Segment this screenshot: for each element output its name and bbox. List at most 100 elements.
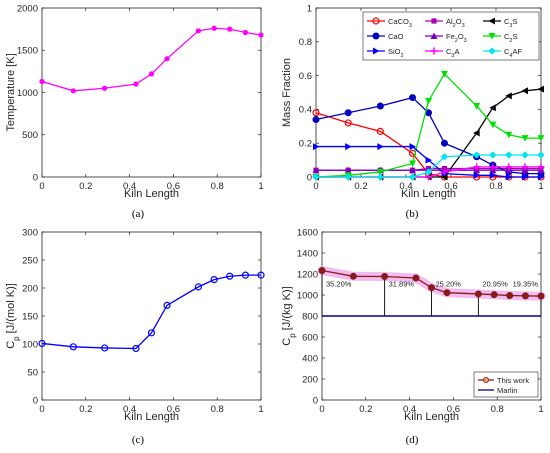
x-tick-label: 0.2 xyxy=(359,404,372,415)
data-point xyxy=(538,173,545,181)
legend-item: This work xyxy=(478,376,529,385)
legend-label-main: CaO xyxy=(388,32,404,41)
data-point xyxy=(312,116,320,124)
data-point xyxy=(489,163,497,171)
x-tick-label: 0.4 xyxy=(399,181,412,192)
y-tick-label: 600 xyxy=(302,332,318,343)
legend-label: Fe2O3 xyxy=(446,32,467,44)
legend-label: SiO2 xyxy=(388,47,404,59)
data-point xyxy=(489,121,497,129)
data-point xyxy=(312,166,320,174)
data-point xyxy=(227,26,233,32)
data-point xyxy=(505,163,513,171)
data-point xyxy=(376,173,384,181)
x-tick-label: 0 xyxy=(39,181,44,192)
x-tick-label: 0.6 xyxy=(444,181,457,192)
legend-label-sub: 4 xyxy=(509,53,512,59)
data-point xyxy=(313,143,320,151)
series-line xyxy=(41,274,261,350)
y-tick-label: 300 xyxy=(22,227,38,238)
data-point xyxy=(376,102,384,110)
x-tick-label: 0.8 xyxy=(211,404,224,415)
data-point xyxy=(440,168,448,176)
series-0 xyxy=(38,271,265,353)
legend-label-main: SiO xyxy=(388,47,401,56)
data-point xyxy=(537,163,545,171)
plot-area xyxy=(41,231,262,401)
legend-item: C2S xyxy=(483,32,518,44)
legend-item: Fe2O3 xyxy=(425,32,467,44)
data-point xyxy=(409,143,417,151)
legend-label-sub: 3 xyxy=(409,23,412,29)
data-point xyxy=(147,329,156,337)
panel-caption: (d) xyxy=(406,434,419,446)
data-point xyxy=(226,272,234,280)
legend-label-sub: 3 xyxy=(451,53,454,59)
data-point xyxy=(521,163,529,171)
series-8 xyxy=(312,151,545,181)
x-tick-label: 0 xyxy=(313,181,318,192)
data-point xyxy=(537,85,544,93)
data-point xyxy=(408,173,417,181)
x-tick-label: 0.6 xyxy=(167,181,180,192)
y-tick-label: 0.2 xyxy=(299,139,312,150)
legend-label: CaO xyxy=(388,32,404,41)
data-point xyxy=(473,151,481,159)
x-tick-label: 0.2 xyxy=(354,181,367,192)
y-axis-label-sub: p xyxy=(288,333,297,338)
y-axis-label-unit: [J/(kg K)] xyxy=(281,286,293,333)
legend-label-main2: S xyxy=(512,17,517,26)
data-point xyxy=(409,94,417,102)
panel-caption: (c) xyxy=(132,434,145,446)
legend-marker xyxy=(373,47,380,55)
data-point xyxy=(39,78,45,85)
legend-label: CaCO3 xyxy=(388,17,412,29)
y-tick-label: 0.6 xyxy=(299,71,312,82)
legend-label-sub: 2 xyxy=(509,38,512,44)
y-tick-label: 1400 xyxy=(297,248,318,259)
data-point xyxy=(443,289,451,297)
x-tick-label: 0.4 xyxy=(403,404,416,415)
chart-a: 0 0.2 0.4 0.6 0.8 1 0 500 1000 1500 2000 Kiln Lengt… xyxy=(5,3,264,220)
y-tick-label: 150 xyxy=(22,311,38,322)
data-point xyxy=(424,168,433,176)
legend-label-sub: 2 xyxy=(455,38,458,44)
legend-item: Al2O3 xyxy=(425,17,465,29)
data-point xyxy=(376,168,384,176)
data-point xyxy=(537,135,545,142)
legend-label-main: C xyxy=(504,32,510,41)
data-point xyxy=(101,344,109,352)
y-tick-label: 0 xyxy=(313,395,318,406)
data-point xyxy=(164,56,170,62)
y-axis-label: Temperature [K] xyxy=(5,53,17,131)
data-point xyxy=(473,171,481,179)
data-point xyxy=(440,139,448,147)
legend-label: Al2O3 xyxy=(446,17,465,29)
y-axis-label: Cp [J/(mol K)] xyxy=(5,283,21,349)
legend-label-sub2: 3 xyxy=(464,38,467,44)
x-axis-label: Kiln Length xyxy=(401,188,456,200)
data-point xyxy=(440,70,448,78)
y-tick-label: 1000 xyxy=(297,290,318,301)
y-axis-label: Cp [J/(kg K)] xyxy=(281,286,297,345)
data-point xyxy=(506,292,514,300)
legend-marker xyxy=(488,17,495,25)
x-axis-label: Kiln Length xyxy=(124,188,179,200)
percent-annotation: 31.89% xyxy=(389,280,415,289)
data-point xyxy=(489,171,497,179)
legend-label-sub: 2 xyxy=(401,53,404,59)
y-tick-label: 200 xyxy=(302,374,318,385)
x-tick-label: 0.8 xyxy=(211,181,224,192)
x-tick-label: 0.8 xyxy=(489,181,502,192)
legend-marker xyxy=(430,47,438,55)
x-axis-label: Kiln Length xyxy=(404,411,459,423)
legend-label: C3S xyxy=(504,17,518,29)
y-tick-label: 0 xyxy=(307,172,312,183)
data-point xyxy=(376,127,384,135)
data-point xyxy=(537,151,545,159)
legend-label: Marlin xyxy=(497,386,517,395)
legend-item: C3A xyxy=(425,47,460,59)
data-point xyxy=(428,284,435,292)
legend-label-main2: AF xyxy=(512,47,522,56)
legend-box xyxy=(362,11,540,61)
